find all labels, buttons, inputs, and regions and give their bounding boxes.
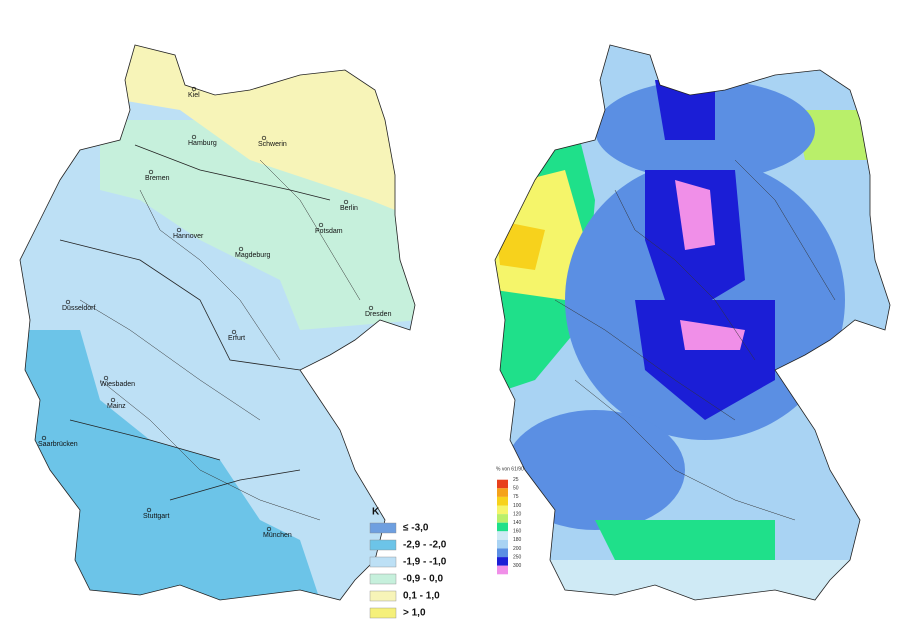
- legend-label: 0,1 - 1,0: [403, 591, 440, 602]
- city-label: Kiel: [188, 92, 200, 99]
- legend-swatch: [369, 590, 397, 602]
- city-dot: [368, 305, 374, 311]
- city-dot: [261, 135, 267, 141]
- legend-swatch: [497, 514, 508, 523]
- legend-swatch: [497, 565, 508, 575]
- city-label: Dresden: [365, 311, 392, 318]
- legend-swatch: [369, 539, 397, 551]
- city-dot: [266, 526, 272, 532]
- legend-label: 100: [513, 503, 522, 509]
- city-dot: [65, 299, 71, 305]
- legend-swatch: [497, 488, 508, 497]
- precipitation-map: [494, 44, 891, 601]
- legend-label: ≤ -3,0: [403, 523, 429, 534]
- city-dot: [238, 246, 244, 252]
- legend-swatch: [369, 522, 397, 534]
- city-dot: [103, 375, 109, 381]
- legend-swatch: [369, 607, 397, 619]
- city-label: Bremen: [145, 175, 170, 182]
- legend-swatch: [497, 531, 508, 540]
- legend-swatch: [497, 505, 508, 515]
- legend-title: K: [372, 507, 380, 518]
- city-dot: [343, 199, 349, 205]
- city-dot: [176, 227, 182, 233]
- city-dot: [41, 435, 47, 441]
- legend-label: 160: [513, 529, 522, 535]
- city-label: Düsseldorf: [62, 305, 96, 312]
- temperature-map: [19, 44, 416, 601]
- legend-label: 140: [513, 520, 522, 526]
- legend-label: 300: [513, 563, 522, 569]
- city-label: Stuttgart: [143, 513, 170, 520]
- city-label: Schwerin: [258, 141, 287, 148]
- legend-swatch: [497, 522, 508, 532]
- city-label: Erfurt: [228, 335, 245, 342]
- city-label: Potsdam: [315, 228, 343, 235]
- legend-label: 250: [513, 554, 522, 560]
- legend-title: % von 61/90: [496, 466, 524, 472]
- legend-swatch: [369, 556, 397, 568]
- city-dot: [191, 134, 197, 140]
- legend-swatch: [497, 539, 508, 549]
- legend-label: 180: [513, 537, 522, 543]
- city-label: Magdeburg: [235, 252, 271, 259]
- city-label: Hamburg: [188, 140, 217, 147]
- city-dot: [231, 329, 237, 335]
- city-label: Saarbrücken: [38, 441, 78, 448]
- legend-swatch: [497, 548, 508, 558]
- legend-swatch: [497, 557, 508, 566]
- city-dot: [318, 222, 324, 228]
- legend-label: 25: [513, 477, 519, 483]
- city-label: Hannover: [173, 233, 204, 240]
- legend-swatch: [497, 479, 508, 489]
- city-label: Wiesbaden: [100, 381, 135, 388]
- legend-label: 200: [513, 546, 522, 552]
- legend-label: > 1,0: [403, 608, 426, 619]
- city-dot: [148, 169, 154, 175]
- city-label: München: [263, 532, 292, 539]
- city-label: Berlin: [340, 205, 358, 212]
- city-dot: [191, 86, 197, 92]
- legend-swatch: [497, 496, 508, 506]
- legend-label: -1,9 - -1,0: [403, 557, 447, 568]
- legend-label: 50: [513, 486, 519, 492]
- legend-swatch: [369, 573, 397, 585]
- legend-label: 75: [513, 494, 519, 500]
- city-label: Mainz: [107, 403, 126, 410]
- legend-label: -2,9 - -2,0: [403, 540, 447, 551]
- legend-label: -0,9 - 0,0: [403, 574, 443, 585]
- legend-label: 120: [513, 511, 522, 517]
- city-dot: [110, 397, 116, 403]
- city-dot: [146, 507, 152, 513]
